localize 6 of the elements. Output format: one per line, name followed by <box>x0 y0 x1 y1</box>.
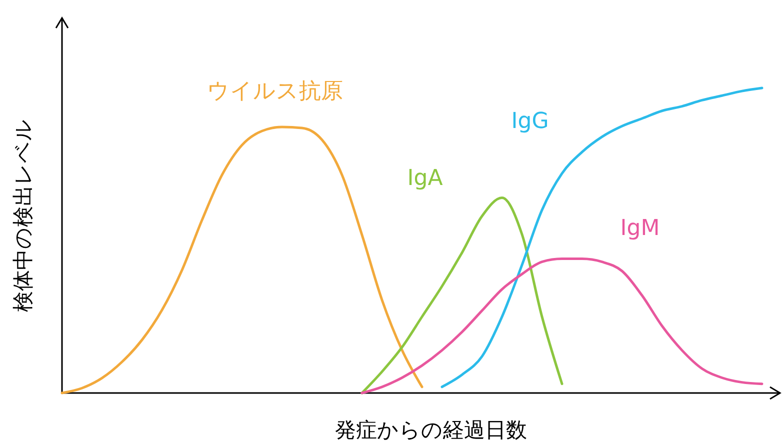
y-axis-title: 検体中の検出レベル <box>11 119 35 312</box>
series-label: IgG <box>511 109 549 134</box>
series-label: IgM <box>620 216 660 241</box>
text: IgA <box>407 166 443 191</box>
series-label: ウイルス抗原 <box>207 79 343 104</box>
x-axis-title: 発症からの経過日数 <box>335 418 527 442</box>
